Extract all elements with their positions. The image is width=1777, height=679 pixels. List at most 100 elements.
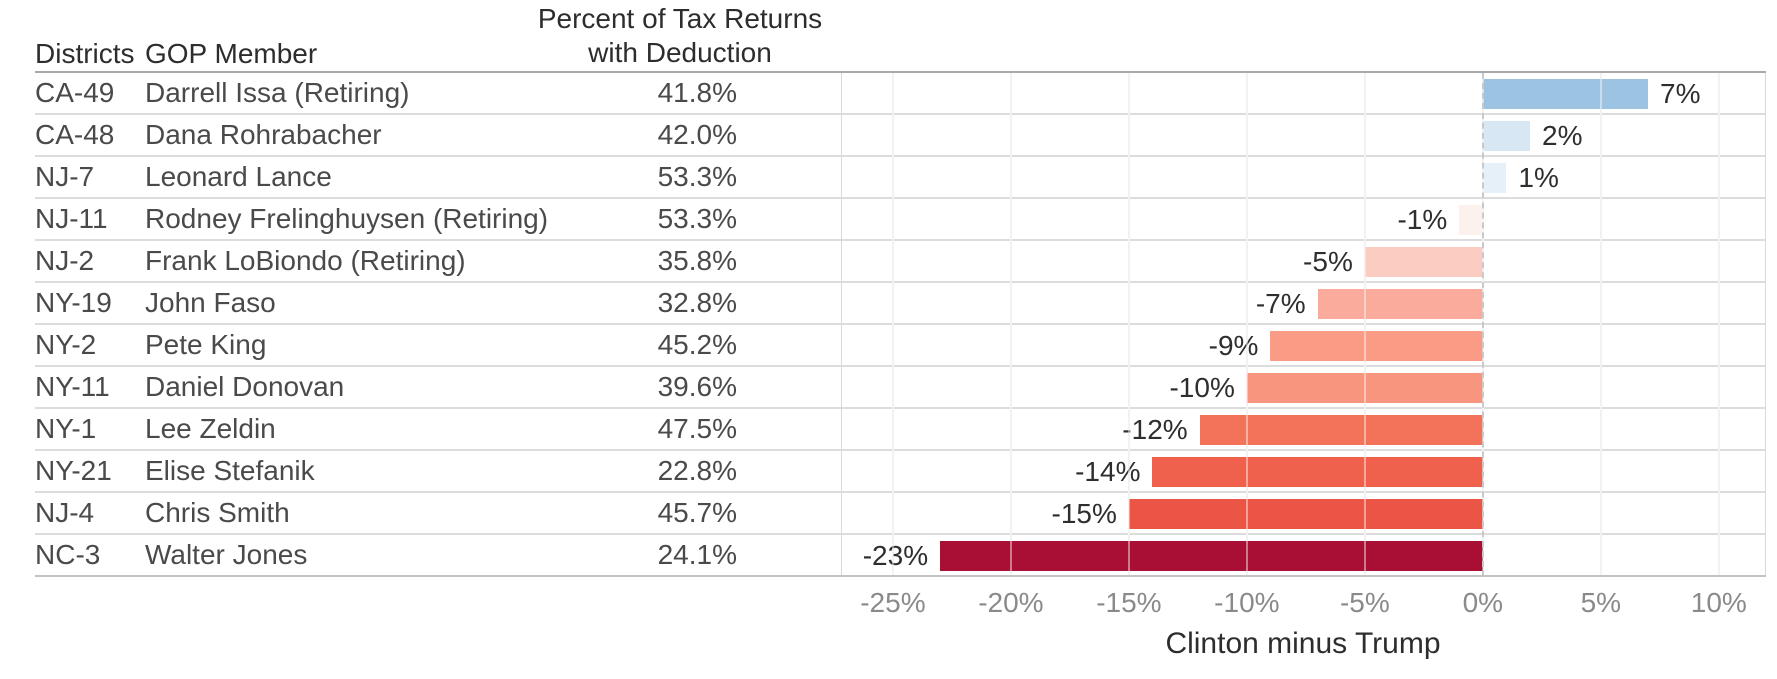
district-cell: NC-3 bbox=[35, 539, 101, 570]
district-cell: CA-49 bbox=[35, 77, 115, 108]
bar[interactable] bbox=[1482, 121, 1531, 151]
bar-label: 2% bbox=[1542, 120, 1583, 151]
table-row: NY-21 Elise Stefanik 22.8% bbox=[35, 451, 1766, 493]
deduction-cell: 24.1% bbox=[657, 539, 737, 570]
table-row: NJ-4 Chris Smith 45.7% bbox=[35, 493, 1766, 535]
gridline bbox=[1599, 73, 1602, 577]
x-tick-label: 0% bbox=[1462, 587, 1504, 618]
district-cell: NJ-11 bbox=[35, 203, 108, 234]
gop-member-cell: John Faso bbox=[145, 287, 276, 318]
gridline bbox=[891, 73, 894, 577]
gridline bbox=[1363, 73, 1366, 577]
bar[interactable] bbox=[1364, 247, 1483, 277]
bar-label: -5% bbox=[1303, 246, 1353, 277]
bar-label: -1% bbox=[1397, 204, 1448, 235]
bar[interactable] bbox=[1128, 499, 1483, 529]
gridline-overlay bbox=[1245, 73, 1248, 577]
x-tick-label: -15% bbox=[1096, 587, 1162, 618]
table-row: NY-2 Pete King 45.2% bbox=[35, 325, 1766, 367]
bar[interactable] bbox=[1270, 331, 1483, 361]
bar-label: -23% bbox=[862, 540, 929, 571]
table-row: NY-19 John Faso 32.8% bbox=[35, 283, 1766, 325]
district-cell: NY-11 bbox=[35, 371, 110, 402]
table-row: NJ-11 Rodney Frelinghuysen (Retiring) 53… bbox=[35, 199, 1766, 241]
district-cell: NJ-7 bbox=[35, 161, 95, 192]
deduction-cell: 42.0% bbox=[657, 119, 737, 150]
header-divider bbox=[35, 71, 1766, 73]
gridline bbox=[1245, 73, 1248, 577]
bar-chart-plot: 7% 2% 1% -1% -5% -7% -9% -10% -12% -14% -15% -23% bbox=[841, 73, 1766, 577]
x-tick-label: 10% bbox=[1690, 587, 1747, 618]
table-row: CA-49 Darrell Issa (Retiring) 41.8% bbox=[35, 73, 1766, 115]
table-row: NY-1 Lee Zeldin 47.5% bbox=[35, 409, 1766, 451]
bar-label: -7% bbox=[1255, 288, 1306, 319]
gop-member-cell: Leonard Lance bbox=[145, 161, 332, 192]
district-cell: NY-1 bbox=[35, 413, 97, 444]
column-header-deduction-line1: Percent of Tax Returns bbox=[537, 3, 823, 34]
gridline-overlay bbox=[1717, 73, 1720, 577]
deduction-cell: 35.8% bbox=[657, 245, 737, 276]
bar-label: 1% bbox=[1518, 162, 1559, 193]
bar[interactable] bbox=[1482, 79, 1648, 109]
bar[interactable] bbox=[940, 541, 1483, 571]
gridline-overlay bbox=[1127, 73, 1130, 577]
deduction-cell: 32.8% bbox=[657, 287, 737, 318]
x-tick-label: -20% bbox=[978, 587, 1044, 618]
district-cell: CA-48 bbox=[35, 119, 115, 150]
bar-label: -9% bbox=[1208, 330, 1259, 361]
deduction-cell: 53.3% bbox=[657, 203, 737, 234]
x-tick-label: -25% bbox=[860, 587, 926, 618]
district-cell: NY-19 bbox=[35, 287, 112, 318]
gridline-overlay bbox=[891, 73, 894, 577]
gop-member-cell: Walter Jones bbox=[145, 539, 308, 570]
deduction-cell: 53.3% bbox=[657, 161, 737, 192]
gridline-overlay bbox=[1599, 73, 1602, 577]
table-row: CA-48 Dana Rohrabacher 42.0% bbox=[35, 115, 1766, 157]
bar[interactable] bbox=[1459, 205, 1483, 235]
deduction-cell: 39.6% bbox=[657, 371, 737, 402]
column-header-districts: Districts bbox=[35, 38, 135, 69]
gop-member-cell: Darrell Issa (Retiring) bbox=[145, 77, 410, 108]
x-axis-title: Clinton minus Trump bbox=[1165, 627, 1441, 660]
deduction-cell: 22.8% bbox=[657, 455, 737, 486]
plot-left-border bbox=[841, 73, 842, 577]
gop-member-cell: Frank LoBiondo (Retiring) bbox=[145, 245, 466, 276]
bar-label: -14% bbox=[1075, 456, 1141, 487]
gop-member-cell: Daniel Donovan bbox=[145, 371, 345, 402]
column-header-gop-member: GOP Member bbox=[145, 38, 318, 69]
gop-member-cell: Lee Zeldin bbox=[145, 413, 276, 444]
district-cell: NJ-2 bbox=[35, 245, 95, 276]
table-bottom-divider bbox=[35, 575, 1766, 577]
x-tick-label: -10% bbox=[1214, 587, 1280, 618]
district-cell: NJ-4 bbox=[35, 497, 95, 528]
bar[interactable] bbox=[1246, 373, 1483, 403]
bar[interactable] bbox=[1152, 457, 1483, 487]
deduction-cell: 45.7% bbox=[657, 497, 737, 528]
deduction-cell: 47.5% bbox=[657, 413, 737, 444]
bar-label: 7% bbox=[1660, 78, 1701, 109]
bar[interactable] bbox=[1317, 289, 1483, 319]
gop-member-cell: Pete King bbox=[145, 329, 267, 360]
bar[interactable] bbox=[1482, 163, 1507, 193]
x-tick-label: 5% bbox=[1580, 587, 1622, 618]
district-cell: NY-21 bbox=[35, 455, 112, 486]
column-header-deduction: Percent of Tax Returns with Deduction bbox=[480, 2, 880, 70]
bar-label: -10% bbox=[1169, 372, 1235, 403]
zero-baseline bbox=[1481, 73, 1484, 577]
gop-member-cell: Elise Stefanik bbox=[145, 455, 315, 486]
plot-right-border bbox=[1765, 73, 1766, 577]
table-row: NJ-7 Leonard Lance 53.3% bbox=[35, 157, 1766, 199]
column-header-deduction-line2: with Deduction bbox=[588, 37, 772, 68]
deduction-cell: 45.2% bbox=[657, 329, 737, 360]
gridline bbox=[1127, 73, 1130, 577]
deduction-cell: 41.8% bbox=[657, 77, 737, 108]
gop-member-cell: Rodney Frelinghuysen (Retiring) bbox=[145, 203, 549, 234]
district-cell: NY-2 bbox=[35, 329, 97, 360]
bar-label: -15% bbox=[1051, 498, 1117, 529]
table-row: NJ-2 Frank LoBiondo (Retiring) 35.8% bbox=[35, 241, 1766, 283]
gridline bbox=[1717, 73, 1720, 577]
gop-member-cell: Chris Smith bbox=[145, 497, 290, 528]
gop-member-cell: Dana Rohrabacher bbox=[145, 119, 382, 150]
bar[interactable] bbox=[1199, 415, 1483, 445]
